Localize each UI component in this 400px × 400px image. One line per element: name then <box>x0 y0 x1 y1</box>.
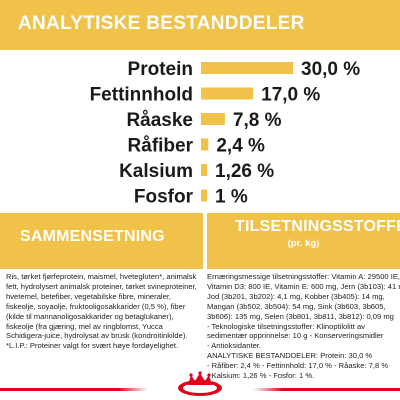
royal-canin-crown-logo <box>178 371 222 396</box>
banner-notch-shape <box>310 36 400 50</box>
chart-title: ANALYTISKE BESTANDDELER <box>18 13 305 34</box>
bar <box>201 164 207 176</box>
value-label: 1,26 % <box>215 161 274 182</box>
composition-text: Ris, tørket fjørfeprotein, maismel, hvet… <box>6 272 197 351</box>
category-label: Protein <box>128 59 193 80</box>
additives-line: sedimentær opprinnelse: 10 g - Konserver… <box>207 331 384 341</box>
additives-line: - Teknologiske tilsetningsstoffer: Klino… <box>207 321 366 331</box>
value-label: 2,4 % <box>216 136 265 157</box>
value-label: 1 % <box>215 187 248 208</box>
additives-line: - Kalsium: 1,26 % - Fosfor: 1 %. <box>207 371 315 381</box>
additives-title: TILSETNINGSSTOFFER <box>235 218 400 235</box>
footer-rule-right <box>283 388 400 391</box>
footer-rule-fade-left <box>118 388 148 391</box>
additives-line: Ernæringsmessige tilsetningsstoffer: Vit… <box>207 272 400 281</box>
additives-header: TILSETNINGSSTOFFER (pr. kg) <box>207 213 400 269</box>
additives-line: 3b606): 135 mg, Selen (3b801, 3b811, 3b8… <box>207 311 394 321</box>
additives-text: Ernæringsmessige tilsetningsstoffer: Vit… <box>207 272 400 381</box>
value-label: 17,0 % <box>261 85 320 106</box>
bar <box>201 138 209 151</box>
bar <box>201 62 293 74</box>
value-label: 30,0 % <box>301 59 360 80</box>
category-label: Råfiber <box>128 136 194 157</box>
category-label: Kalsium <box>119 161 193 182</box>
bar <box>201 113 225 125</box>
category-label: Råaske <box>126 110 193 131</box>
bar <box>201 189 207 202</box>
additives-line: Vitamin D3: 800 IE, Vitamin E: 600 mg, J… <box>207 281 400 291</box>
footer-rule-left <box>0 388 118 391</box>
category-label: Fettinnhold <box>90 85 193 106</box>
additives-line: Mangan (3b502, 3b504): 54 mg, Sink (3b60… <box>207 301 386 311</box>
bar <box>201 87 254 100</box>
additives-line: - Råfiber: 2,4 % - Fettinnhold: 17,0 % -… <box>207 361 389 371</box>
additives-subtitle: (pr. kg) <box>287 238 320 249</box>
header-banner: ANALYTISKE BESTANDDELER <box>0 0 400 50</box>
additives-line: ANALYTISKE BESTANDDELER: Protein: 30,0 % <box>207 351 373 361</box>
nutrient-bar-chart: Protein 30,0 % Fettinnhold 17,0 % Råaske 7,8 … <box>90 59 361 208</box>
composition-title: SAMMENSETNING <box>20 228 165 245</box>
footer-rule-fade-right <box>253 388 283 391</box>
additives-line: Jod (3b201, 3b202): 4,1 mg, Kobber (3b40… <box>207 291 385 301</box>
category-label: Fosfor <box>134 187 194 208</box>
composition-header: SAMMENSETNING <box>0 213 203 269</box>
additives-line: - Antioksidanter. <box>207 341 262 351</box>
value-label: 7,8 % <box>233 110 282 131</box>
